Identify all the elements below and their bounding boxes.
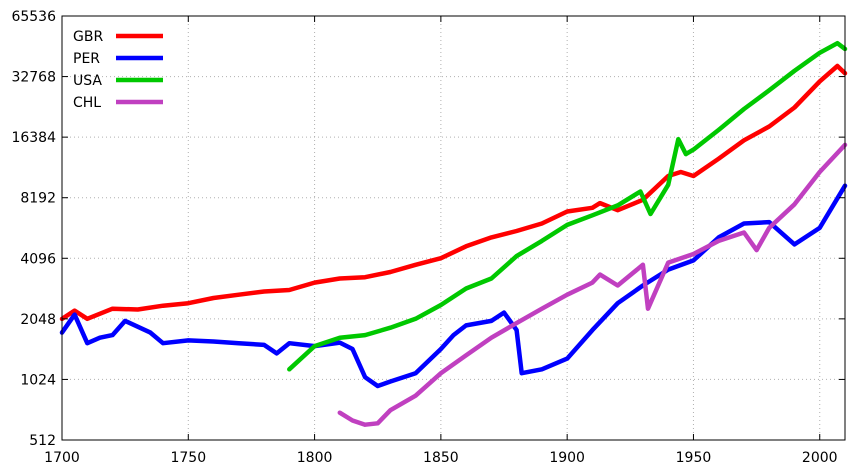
series-line-usa — [287, 40, 848, 372]
x-tick-label: 2000 — [802, 450, 838, 466]
series-line-chl — [337, 142, 848, 427]
y-tick-label: 32768 — [11, 70, 56, 86]
x-tick-label: 1700 — [44, 450, 80, 466]
legend: GBR PER USA CHL — [73, 29, 163, 111]
x-tick-label: 1950 — [676, 450, 712, 466]
x-tick-label: 1900 — [549, 450, 585, 466]
y-tick-label: 512 — [29, 433, 56, 449]
x-tick-label: 1800 — [297, 450, 333, 466]
series-line-gbr — [59, 63, 848, 322]
y-tick-label: 2048 — [20, 312, 56, 328]
y-tick-label: 1024 — [20, 372, 56, 388]
series-lines — [59, 40, 848, 427]
axis-ticks: 1700 1750 1800 1850 1900 1950 2000 512 1024 2048 4… — [11, 9, 845, 466]
series-line-per — [59, 183, 848, 389]
legend-label-usa: USA — [73, 73, 102, 89]
legend-label-per: PER — [73, 51, 100, 67]
grid — [62, 16, 845, 440]
plot-frame — [61, 15, 846, 441]
x-tick-label: 1850 — [423, 450, 459, 466]
y-tick-label: 8192 — [20, 191, 56, 207]
y-tick-label: 65536 — [11, 9, 56, 25]
y-tick-label: 16384 — [11, 130, 56, 146]
legend-label-chl: CHL — [73, 95, 101, 111]
y-tick-label: 4096 — [20, 251, 56, 267]
legend-label-gbr: GBR — [73, 29, 103, 45]
x-tick-label: 1750 — [170, 450, 206, 466]
